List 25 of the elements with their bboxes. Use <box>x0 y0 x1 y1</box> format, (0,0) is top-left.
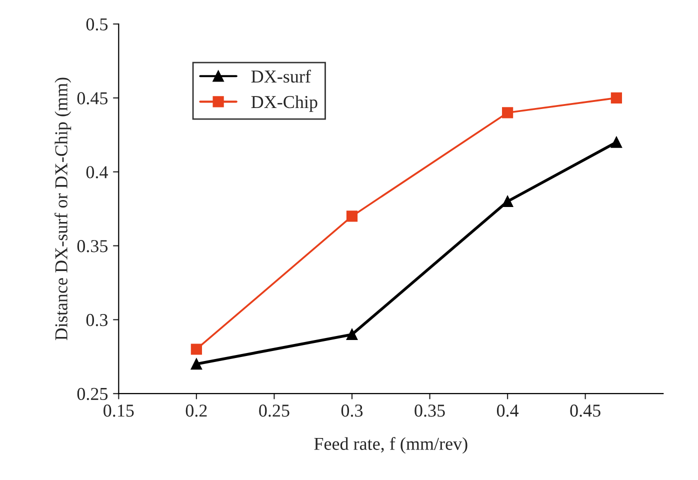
x-tick-label: 0.15 <box>104 404 134 417</box>
y-tick-label: 0.3 <box>86 314 108 326</box>
point <box>190 358 202 370</box>
y-tick-label: 0.5 <box>86 18 108 31</box>
x-tick-label: 0.35 <box>414 404 445 417</box>
legend-label: DX-surf <box>251 70 311 83</box>
x-tick-label: 0.4 <box>496 404 519 417</box>
y-tick-label: 0.35 <box>77 240 108 252</box>
point <box>190 344 202 355</box>
y-tick-label: 0.25 <box>77 388 108 400</box>
point <box>610 136 622 148</box>
y-axis-title: Distance DX-surf or DX-Chip (mm) <box>54 78 72 340</box>
y-tick-label: 0.4 <box>86 166 108 178</box>
y-tick-label: 0.45 <box>77 92 108 104</box>
x-axis-title: Feed rate, f (mm/rev) <box>314 437 468 454</box>
legend-label: DX-Chip <box>251 95 318 112</box>
x-tick-label: 0.25 <box>259 404 290 417</box>
point <box>346 210 358 222</box>
point <box>502 107 514 118</box>
point <box>610 92 622 104</box>
x-tick-label: 0.2 <box>186 404 207 417</box>
x-tick-label: 0.45 <box>570 404 600 417</box>
x-tick-label: 0.3 <box>341 404 363 417</box>
point <box>502 196 514 207</box>
point <box>346 328 358 340</box>
